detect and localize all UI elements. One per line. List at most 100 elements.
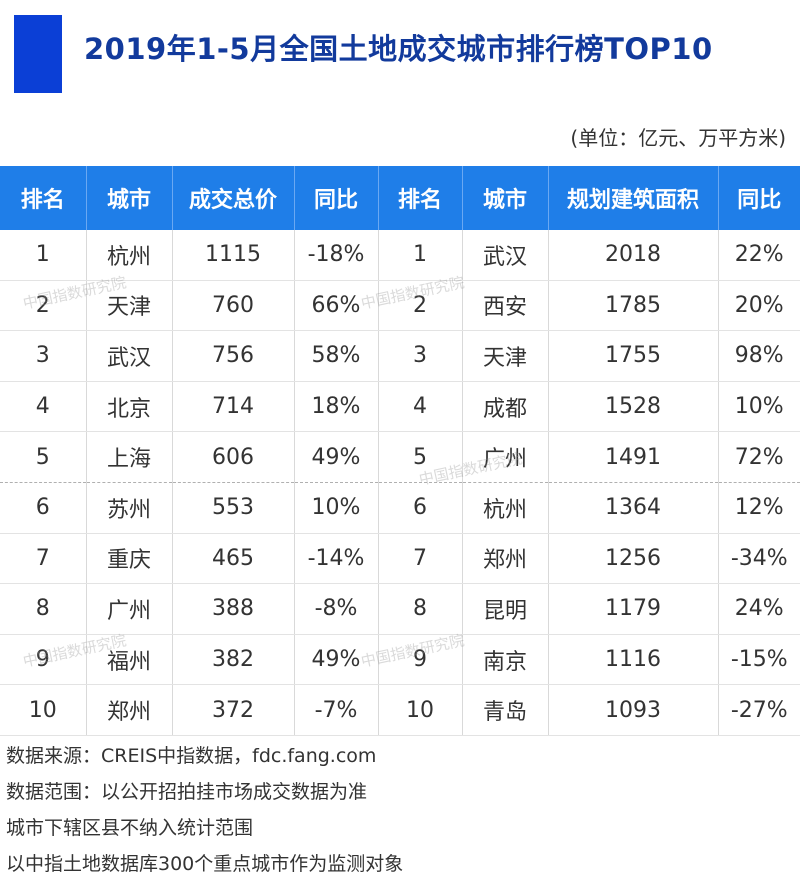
table-cell: 465 <box>172 533 295 585</box>
table-cell: 武汉 <box>86 330 173 382</box>
table-cell: 1116 <box>548 634 719 686</box>
table-cell: 2018 <box>548 230 719 281</box>
table-cell: 广州 <box>86 583 173 635</box>
table-cell: 372 <box>172 684 295 736</box>
note-line: 以中指土地数据库300个重点城市作为监测对象 <box>6 853 404 875</box>
table-cell: 南京 <box>462 634 549 686</box>
table-cell: 郑州 <box>462 533 549 585</box>
column-header: 排名 <box>378 166 463 230</box>
table-cell: 98% <box>718 330 800 382</box>
table-cell: 福州 <box>86 634 173 686</box>
table-cell: 20% <box>718 280 800 332</box>
table-row: 9 福州 382 49% 9 南京 1116 -15% <box>0 634 800 686</box>
column-header: 城市 <box>462 166 549 230</box>
table-cell: 武汉 <box>462 230 549 281</box>
column-header: 成交总价 <box>172 166 295 230</box>
table-cell: 10% <box>294 482 379 534</box>
table-cell: 郑州 <box>86 684 173 736</box>
table-cell: 1528 <box>548 381 719 433</box>
table-cell: 24% <box>718 583 800 635</box>
table-cell: 1093 <box>548 684 719 736</box>
table-cell: 1256 <box>548 533 719 585</box>
ranking-table: 排名 城市 成交总价 同比 排名 城市 规划建筑面积 同比 1 杭州 1115 -18% 1 武汉 201… <box>0 166 800 736</box>
table-cell: 北京 <box>86 381 173 433</box>
table-cell: 6 <box>378 482 463 534</box>
table-cell: 18% <box>294 381 379 433</box>
note-line: 数据范围：以公开招拍挂市场成交数据为准 <box>6 781 368 803</box>
table-header-row: 排名 城市 成交总价 同比 排名 城市 规划建筑面积 同比 <box>0 166 800 230</box>
table-cell: -27% <box>718 684 800 736</box>
table-cell: 重庆 <box>86 533 173 585</box>
column-header: 城市 <box>86 166 173 230</box>
unit-label: (单位：亿元、万平方米) <box>570 126 786 150</box>
table-cell: 9 <box>378 634 463 686</box>
table-row: 6 苏州 553 10% 6 杭州 1364 12% <box>0 482 800 534</box>
table-cell: 58% <box>294 330 379 382</box>
table-row: 10 郑州 372 -7% 10 青岛 1093 -27% <box>0 684 800 736</box>
table-cell: 1179 <box>548 583 719 635</box>
table-cell: 4 <box>378 381 463 433</box>
table-cell: 天津 <box>462 330 549 382</box>
note-line: 城市下辖区县不纳入统计范围 <box>6 817 254 839</box>
table-row: 2 天津 760 66% 2 西安 1785 20% <box>0 280 800 332</box>
column-header: 规划建筑面积 <box>548 166 719 230</box>
table-cell: 22% <box>718 230 800 281</box>
table-cell: 苏州 <box>86 482 173 534</box>
table-cell: 382 <box>172 634 295 686</box>
table-cell: 3 <box>378 330 463 382</box>
table-cell: 10 <box>0 684 87 736</box>
table-cell: 760 <box>172 280 295 332</box>
column-header: 同比 <box>718 166 800 230</box>
page-title: 2019年1-5月全国土地成交城市排行榜TOP10 <box>84 32 713 66</box>
table-cell: 10 <box>378 684 463 736</box>
table-cell: 4 <box>0 381 87 433</box>
table-cell: 8 <box>378 583 463 635</box>
table-cell: 72% <box>718 431 800 483</box>
table-cell: 成都 <box>462 381 549 433</box>
table-row: 4 北京 714 18% 4 成都 1528 10% <box>0 381 800 433</box>
table-cell: 3 <box>0 330 87 382</box>
table-cell: 12% <box>718 482 800 534</box>
table-row: 1 杭州 1115 -18% 1 武汉 2018 22% <box>0 230 800 281</box>
title-accent-block <box>14 15 62 93</box>
table-cell: 2 <box>0 280 87 332</box>
table-cell: 388 <box>172 583 295 635</box>
table-cell: 5 <box>378 431 463 483</box>
table-row: 8 广州 388 -8% 8 昆明 1179 24% <box>0 583 800 635</box>
table-cell: -15% <box>718 634 800 686</box>
table-cell: 553 <box>172 482 295 534</box>
table-row: 3 武汉 756 58% 3 天津 1755 98% <box>0 330 800 382</box>
table-cell: -14% <box>294 533 379 585</box>
table-cell: 606 <box>172 431 295 483</box>
table-cell: 1 <box>378 230 463 281</box>
table-cell: 66% <box>294 280 379 332</box>
table-cell: 天津 <box>86 280 173 332</box>
table-cell: 6 <box>0 482 87 534</box>
table-body: 1 杭州 1115 -18% 1 武汉 2018 22% 2 天津 760 66% 2 西安 1785 20%… <box>0 230 800 736</box>
table-cell: 49% <box>294 431 379 483</box>
table-cell: 1115 <box>172 230 295 281</box>
table-cell: 10% <box>718 381 800 433</box>
notes: 数据来源：CREIS中指数据，fdc.fang.com 数据范围：以公开招拍挂市场… <box>6 738 403 882</box>
column-header: 同比 <box>294 166 379 230</box>
table-cell: 1364 <box>548 482 719 534</box>
table-cell: -7% <box>294 684 379 736</box>
column-header: 排名 <box>0 166 87 230</box>
table-cell: -34% <box>718 533 800 585</box>
table-cell: 7 <box>0 533 87 585</box>
table-cell: 西安 <box>462 280 549 332</box>
table-cell: -8% <box>294 583 379 635</box>
table-cell: -18% <box>294 230 379 281</box>
table-cell: 714 <box>172 381 295 433</box>
table-cell: 杭州 <box>86 230 173 281</box>
table-row: 7 重庆 465 -14% 7 郑州 1256 -34% <box>0 533 800 585</box>
note-line: 数据来源：CREIS中指数据，fdc.fang.com <box>6 745 377 767</box>
table-cell: 49% <box>294 634 379 686</box>
table-cell: 7 <box>378 533 463 585</box>
table-cell: 青岛 <box>462 684 549 736</box>
table-cell: 1491 <box>548 431 719 483</box>
table-cell: 广州 <box>462 431 549 483</box>
table-cell: 9 <box>0 634 87 686</box>
table-cell: 1755 <box>548 330 719 382</box>
table-cell: 1 <box>0 230 87 281</box>
